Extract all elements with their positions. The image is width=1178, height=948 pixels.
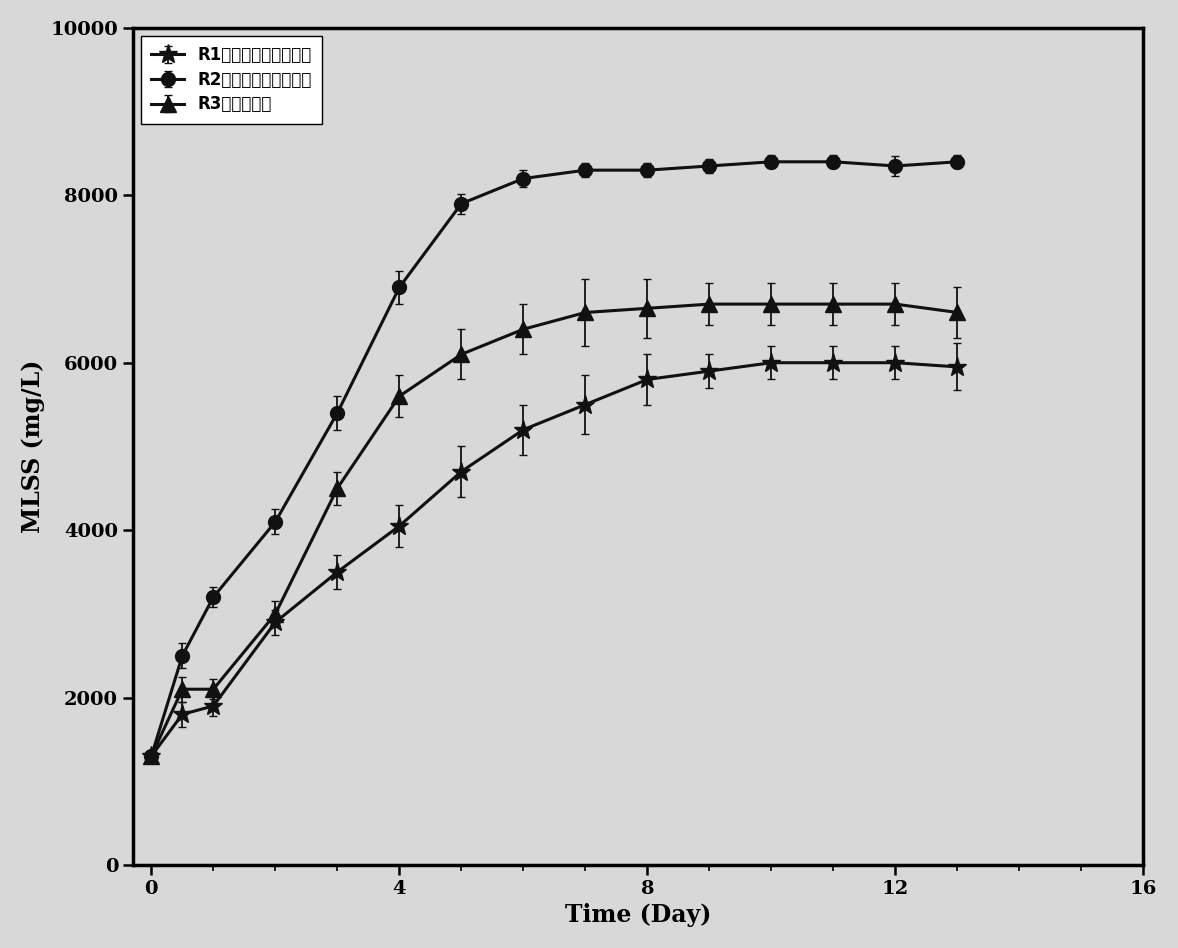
X-axis label: Time (Day): Time (Day) <box>565 903 712 927</box>
Legend: R1（低负荷－青霉素）, R2（高负荷－青霉素）, R3（青霉素）: R1（低负荷－青霉素）, R2（高负荷－青霉素）, R3（青霉素） <box>141 36 322 123</box>
Y-axis label: MLSS (mg/L): MLSS (mg/L) <box>21 359 45 533</box>
